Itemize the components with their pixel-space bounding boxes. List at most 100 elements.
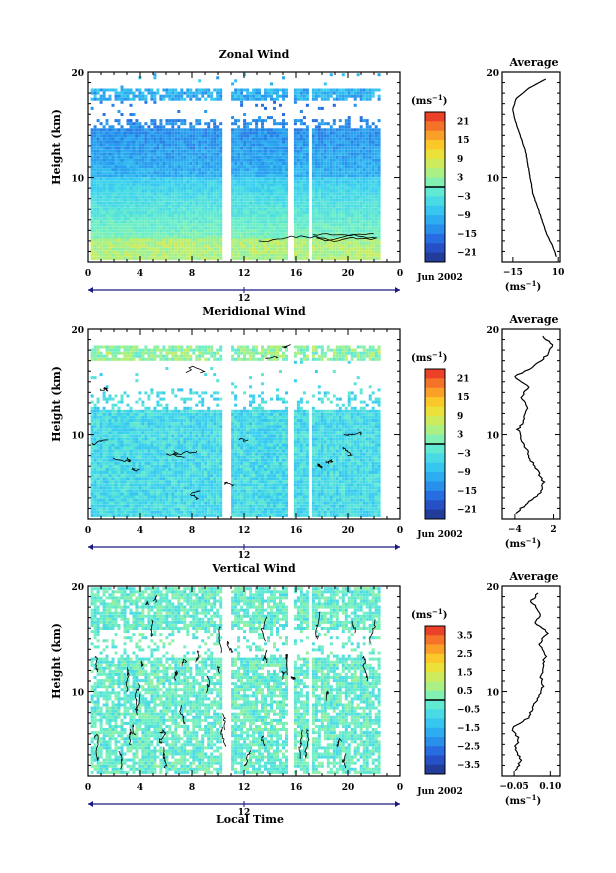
heat-cell xyxy=(273,510,276,514)
heat-cell xyxy=(192,220,196,224)
heat-cell xyxy=(237,137,241,141)
heat-cell xyxy=(299,198,303,202)
heat-cell xyxy=(183,211,187,214)
heat-cell xyxy=(240,174,244,178)
heat-cell xyxy=(90,229,94,233)
heat-cell xyxy=(293,232,297,236)
heat-cell xyxy=(144,131,148,135)
heat-cell xyxy=(174,510,178,514)
heat-cell xyxy=(111,504,115,508)
heat-cell xyxy=(120,235,124,239)
heat-cell xyxy=(165,177,169,181)
heat-cell xyxy=(305,220,309,224)
heat-cell xyxy=(135,171,139,175)
heat-cell xyxy=(285,195,288,199)
heat-cell xyxy=(258,235,261,239)
heat-cell xyxy=(204,226,208,230)
heat-cell xyxy=(338,125,342,129)
heat-cell xyxy=(93,253,97,257)
heat-cell xyxy=(210,149,214,153)
heat-cell xyxy=(267,510,270,514)
heat-cell xyxy=(96,134,100,138)
heat-cell xyxy=(282,204,285,208)
heat-cell xyxy=(213,137,217,141)
heat-cell xyxy=(285,143,288,147)
heat-cell xyxy=(329,186,333,190)
heat-cell xyxy=(207,177,211,181)
heat-cell xyxy=(156,137,160,141)
heat-cell xyxy=(299,131,303,135)
heat-cell xyxy=(96,91,100,95)
heat-cell xyxy=(204,122,208,126)
heat-cell xyxy=(105,122,109,126)
heat-cell xyxy=(105,510,109,514)
heat-cell xyxy=(240,510,244,514)
heat-cell xyxy=(102,177,106,181)
heat-cell xyxy=(356,229,360,233)
heat-cell xyxy=(365,168,369,172)
heat-cell xyxy=(171,183,175,187)
heat-cell xyxy=(177,186,181,190)
heat-cell xyxy=(273,165,276,169)
heat-cell xyxy=(368,513,372,517)
heat-cell xyxy=(180,232,184,236)
heat-cell xyxy=(153,220,157,224)
heat-cell xyxy=(344,119,348,123)
heat-cell xyxy=(299,140,303,144)
heat-cell xyxy=(189,211,193,214)
heat-cell xyxy=(255,91,259,95)
heat-cell xyxy=(350,158,354,162)
heat-cell xyxy=(299,253,303,257)
heat-cell xyxy=(96,119,100,123)
heat-cell xyxy=(246,238,250,242)
heat-cell xyxy=(311,217,315,221)
heat-cell xyxy=(138,131,142,135)
heat-cell xyxy=(261,510,264,514)
heat-cell xyxy=(273,174,276,178)
heat-cell xyxy=(207,137,211,141)
heat-cell xyxy=(273,250,276,254)
heat-cell xyxy=(344,165,348,169)
heat-cell xyxy=(192,143,196,147)
contour-lines xyxy=(258,233,378,243)
heat-cell xyxy=(183,217,187,221)
heat-cell xyxy=(219,88,223,92)
heat-cell xyxy=(105,162,109,165)
heat-cell xyxy=(365,134,369,138)
heat-cell xyxy=(174,128,178,132)
heat-cell xyxy=(234,198,238,202)
heat-cell xyxy=(138,162,142,165)
heat-cell xyxy=(302,214,306,217)
heat-cell xyxy=(237,186,241,190)
heat-cell xyxy=(123,183,127,187)
heat-cell xyxy=(174,195,178,199)
heat-cell xyxy=(186,217,190,221)
heat-cell xyxy=(207,241,211,245)
heat-cell xyxy=(90,217,94,221)
heat-cell xyxy=(174,229,178,233)
heat-cell xyxy=(114,207,118,211)
heat-cell xyxy=(180,250,184,254)
heat-cell xyxy=(258,140,261,144)
heat-cell xyxy=(276,140,279,144)
heat-cell xyxy=(246,226,250,230)
heat-cell xyxy=(320,131,324,135)
heat-cell xyxy=(374,217,378,221)
heat-cell xyxy=(129,201,133,205)
heat-cell xyxy=(273,232,276,236)
heat-cell xyxy=(356,189,360,193)
heat-cell xyxy=(216,152,220,156)
heat-cell xyxy=(180,88,184,92)
heat-cell xyxy=(359,88,363,92)
heat-cell xyxy=(252,513,256,517)
heat-cell xyxy=(195,256,199,260)
heat-cell xyxy=(296,204,300,208)
heat-cell xyxy=(111,174,115,178)
heat-cell xyxy=(168,235,172,239)
heat-cell xyxy=(359,137,363,141)
heat-cell xyxy=(162,180,166,184)
heat-cell xyxy=(326,201,330,205)
heat-cell xyxy=(320,165,324,169)
heat-cell xyxy=(123,91,127,95)
heat-cell xyxy=(237,171,241,175)
